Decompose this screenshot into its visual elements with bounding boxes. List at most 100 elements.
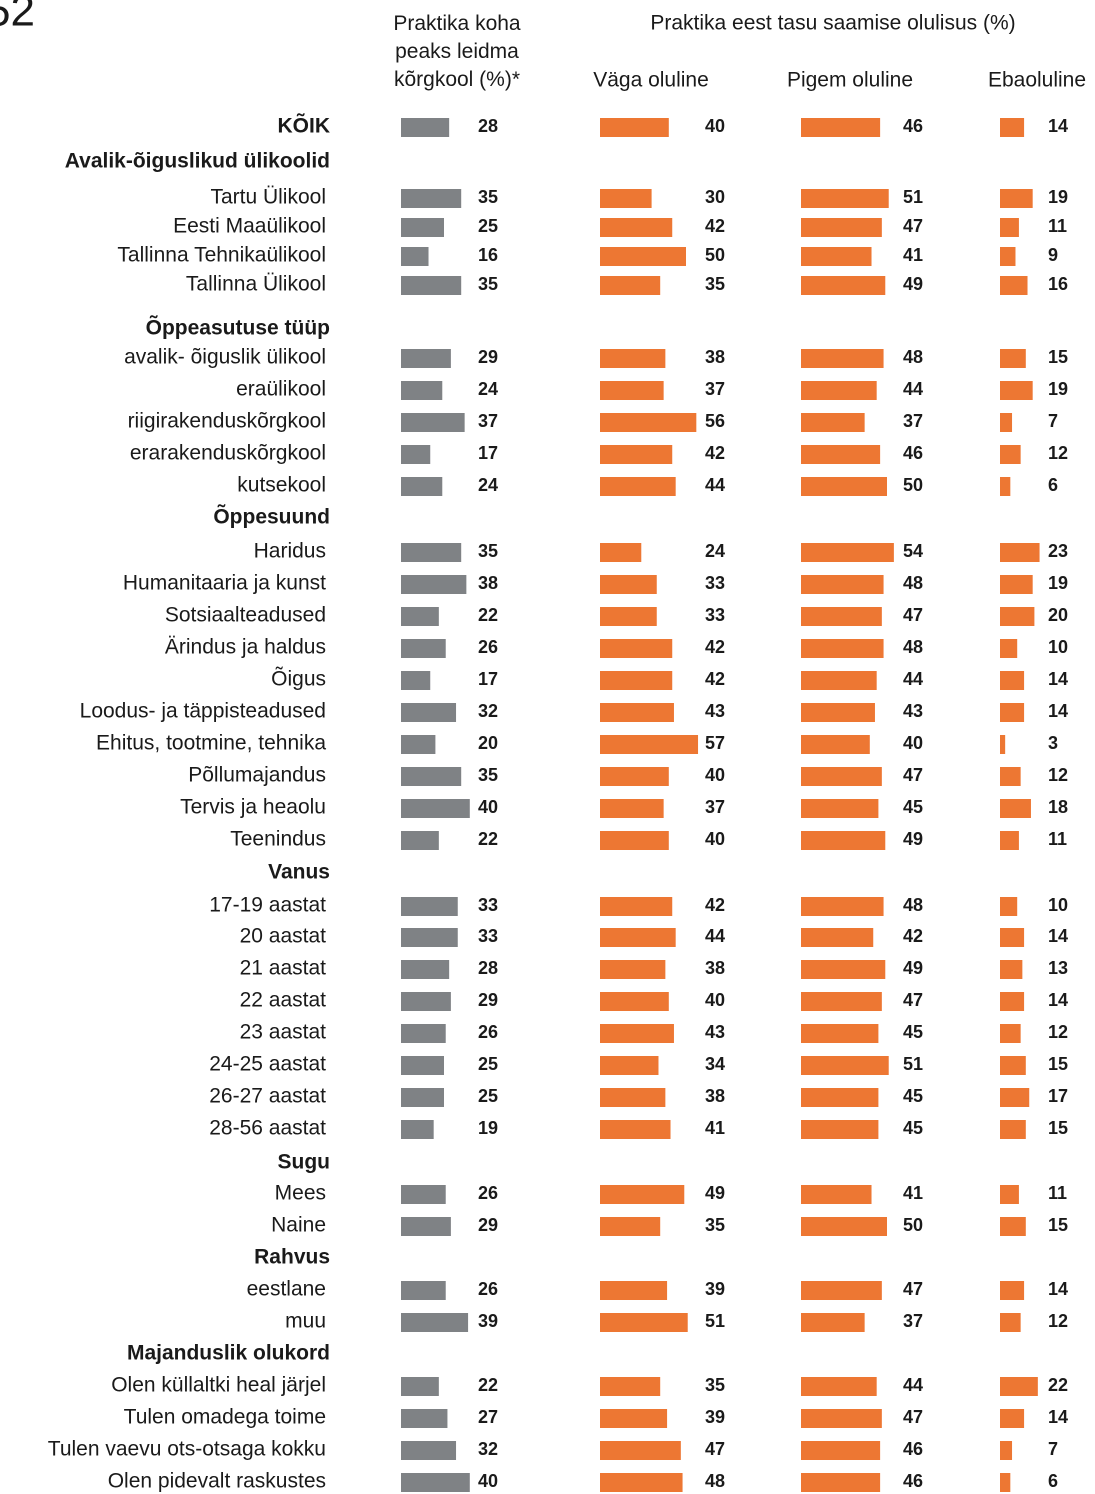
row-label: 22 aastat (240, 989, 327, 1012)
row-label: 21 aastat (240, 957, 327, 980)
value-label: 47 (705, 1439, 725, 1459)
value-label: 35 (478, 274, 498, 294)
row-label: 17-19 aastat (209, 894, 326, 917)
bar (1000, 671, 1025, 690)
bar (600, 543, 642, 562)
row-label: Ärindus ja haldus (165, 636, 326, 659)
value-label: 35 (705, 1375, 725, 1395)
group-label: Majanduslik olukord (127, 1342, 330, 1365)
value-label: 38 (478, 573, 498, 593)
row-label: Tallinna Ülikool (186, 273, 326, 296)
group-label: KÕIK (278, 114, 331, 138)
bar (801, 445, 881, 464)
bar (801, 349, 884, 368)
bar (600, 767, 669, 786)
value-label: 12 (1048, 1022, 1068, 1042)
bar (1000, 247, 1016, 266)
value-label: 40 (705, 765, 725, 785)
value-label: 32 (478, 1439, 498, 1459)
value-label: 33 (478, 895, 498, 915)
value-label: 44 (903, 1375, 923, 1395)
bar (801, 276, 886, 295)
bar (801, 118, 881, 137)
bar (401, 1024, 446, 1043)
bar (1000, 1409, 1025, 1428)
row-label: eraülikool (236, 378, 326, 401)
value-label: 13 (1048, 958, 1068, 978)
bar (401, 735, 436, 754)
value-label: 38 (705, 347, 725, 367)
bar (600, 1056, 659, 1075)
bar (600, 1281, 668, 1300)
row-label: 26-27 aastat (209, 1085, 326, 1108)
value-label: 54 (903, 541, 923, 561)
group-label: Avalik-õiguslikud ülikoolid (65, 150, 330, 173)
bar (801, 639, 884, 658)
value-label: 47 (903, 1279, 923, 1299)
value-label: 37 (903, 411, 923, 431)
bar (600, 381, 664, 400)
value-label: 14 (1048, 701, 1068, 721)
value-label: 47 (903, 990, 923, 1010)
value-label: 48 (705, 1471, 725, 1491)
value-label: 19 (1048, 573, 1068, 593)
bar (801, 1473, 881, 1492)
bar (401, 799, 470, 818)
value-label: 40 (903, 733, 923, 753)
value-label: 46 (903, 116, 923, 136)
bar (600, 831, 669, 850)
value-label: 35 (478, 541, 498, 561)
value-label: 17 (478, 669, 498, 689)
row-label: 20 aastat (240, 925, 327, 948)
value-label: 25 (478, 1086, 498, 1106)
value-label: 24 (705, 541, 725, 561)
value-label: 29 (478, 990, 498, 1010)
value-label: 20 (1048, 605, 1068, 625)
row-label: erarakenduskõrgkool (130, 442, 326, 465)
value-label: 43 (903, 701, 923, 721)
bar (401, 1441, 457, 1460)
row-label: muu (285, 1310, 326, 1333)
value-label: 30 (705, 187, 725, 207)
value-label: 10 (1048, 895, 1068, 915)
value-label: 50 (903, 475, 923, 495)
value-label: 26 (478, 1183, 498, 1203)
value-label: 44 (705, 926, 725, 946)
bar (1000, 1377, 1038, 1396)
bar (401, 639, 446, 658)
bar (600, 413, 697, 432)
bar (1000, 349, 1026, 368)
bar (1000, 1313, 1021, 1332)
group-label: Õppesuund (213, 505, 330, 529)
bar (801, 1185, 872, 1204)
value-label: 14 (1048, 1407, 1068, 1427)
value-label: 7 (1048, 1439, 1058, 1459)
bar (600, 607, 657, 626)
value-label: 20 (478, 733, 498, 753)
bar (801, 1088, 879, 1107)
bar (600, 1024, 674, 1043)
row-label: avalik- õiguslik ülikool (124, 346, 326, 369)
row-label: Tallinna Tehnikaülikool (117, 244, 326, 267)
row-label: Mees (275, 1182, 326, 1205)
value-label: 23 (1048, 541, 1068, 561)
bar (801, 381, 877, 400)
bar (801, 799, 879, 818)
value-label: 14 (1048, 990, 1068, 1010)
value-label: 49 (903, 958, 923, 978)
row-label: Olen pidevalt raskustes (108, 1470, 326, 1493)
bar (600, 1473, 683, 1492)
value-label: 44 (903, 379, 923, 399)
value-label: 39 (705, 1407, 725, 1427)
bar (600, 1313, 688, 1332)
bar (600, 735, 699, 754)
bar (801, 1217, 887, 1236)
value-label: 10 (1048, 637, 1068, 657)
value-label: 48 (903, 347, 923, 367)
value-label: 46 (903, 1439, 923, 1459)
value-label: 39 (478, 1311, 498, 1331)
group-label: Rahvus (254, 1246, 330, 1269)
value-label: 42 (903, 926, 923, 946)
bar (600, 703, 674, 722)
bar (600, 799, 664, 818)
